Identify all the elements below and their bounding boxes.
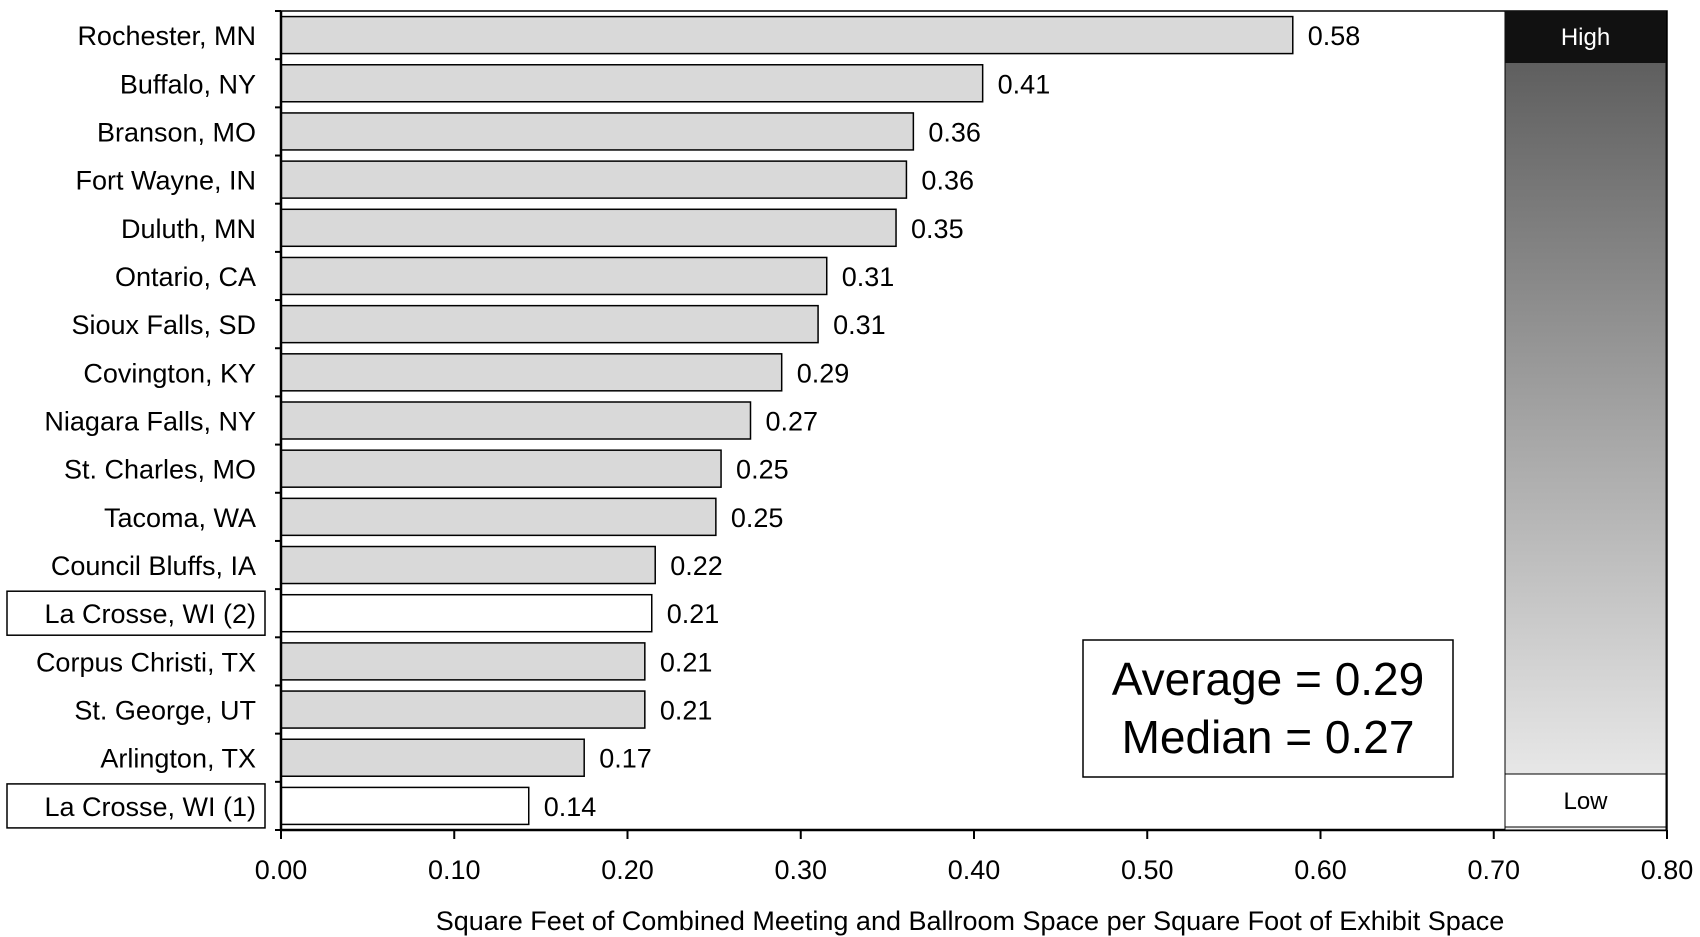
bar [280,304,819,344]
category-label-highlight-box [6,590,266,636]
value-label: 0.27 [766,407,819,437]
x-tick-label: 0.50 [1121,855,1174,885]
category-label: La Crosse, WI (2) [44,599,256,629]
value-label: 0.41 [998,69,1051,99]
x-tick-label: 0.80 [1641,855,1694,885]
value-label: 0.22 [670,551,723,581]
bar [280,738,585,777]
value-label: 0.14 [544,792,597,822]
value-label: 0.21 [660,696,713,726]
scale-bar: High Low [1504,10,1667,831]
value-label: 0.25 [736,455,789,485]
value-label: 0.36 [928,117,981,147]
value-label: 0.25 [731,503,784,533]
value-labels: 0.58 0.41 0.36 0.36 0.35 0.31 0.31 0.29 0.27 0.25… [544,21,1361,822]
value-label: 0.31 [842,262,895,292]
x-tick-label: 0.10 [428,855,481,885]
bar [280,112,915,151]
bar [280,690,646,729]
x-tick-label: 0.30 [774,855,827,885]
bar [280,497,717,537]
category-label: Arlington, TX [100,744,256,774]
x-tick-label: 0.70 [1467,855,1520,885]
bar [280,256,828,296]
category-label: Ontario, CA [115,262,256,292]
value-label: 0.21 [667,599,720,629]
category-labels: Rochester, MN Buffalo, NY Branson, MO Fort … [6,21,266,829]
category-label-highlight-box [6,783,266,829]
x-tick-label: 0.00 [255,855,308,885]
scale-bar-low-cell [1504,773,1667,828]
category-label: Branson, MO [97,117,256,147]
x-axis-ticks: 0.00 0.10 0.20 0.30 0.40 0.50 0.60 0.70 0.80 [255,830,1694,885]
bar [280,593,653,633]
x-tick-label: 0.60 [1294,855,1347,885]
value-label: 0.21 [660,647,713,677]
median-text: Median = 0.27 [1122,711,1415,763]
category-label: Council Bluffs, IA [51,551,256,581]
category-label: Sioux Falls, SD [71,310,256,340]
category-label: La Crosse, WI (1) [44,792,256,822]
value-label: 0.29 [797,358,850,388]
category-label: Niagara Falls, NY [44,407,256,437]
category-label: St. George, UT [74,696,256,726]
scale-bar-low-label: Low [1563,788,1608,815]
value-label: 0.35 [911,214,964,244]
value-label: 0.58 [1308,21,1361,51]
bar [280,786,530,826]
bar [280,160,908,199]
category-label: Duluth, MN [121,214,256,244]
category-label: Covington, KY [83,358,256,388]
value-label: 0.17 [599,744,652,774]
bar [280,449,722,488]
category-label: Corpus Christi, TX [36,647,256,677]
scale-bar-gradient [1504,10,1667,831]
category-label: St. Charles, MO [64,455,256,485]
x-axis-title: Square Feet of Combined Meeting and Ball… [436,906,1505,936]
value-label: 0.36 [921,166,974,196]
category-label: Rochester, MN [77,21,256,51]
average-text: Average = 0.29 [1112,653,1424,705]
bar [280,353,783,392]
bars [280,15,1294,826]
bar [280,15,1294,55]
category-label: Fort Wayne, IN [75,166,256,196]
x-tick-label: 0.20 [601,855,654,885]
bar [280,642,646,681]
category-label: Buffalo, NY [120,69,256,99]
stats-box [1082,639,1454,778]
category-label: Tacoma, WA [104,503,256,533]
value-label: 0.31 [833,310,886,340]
scale-bar-high-cell [1505,11,1666,63]
bar [280,64,984,103]
bar [280,545,656,585]
stats-annotation: Average = 0.29 Median = 0.27 [1082,639,1454,778]
scale-bar-high-label: High [1561,24,1610,51]
bar [280,401,752,440]
bar [280,208,897,248]
x-tick-label: 0.40 [948,855,1001,885]
